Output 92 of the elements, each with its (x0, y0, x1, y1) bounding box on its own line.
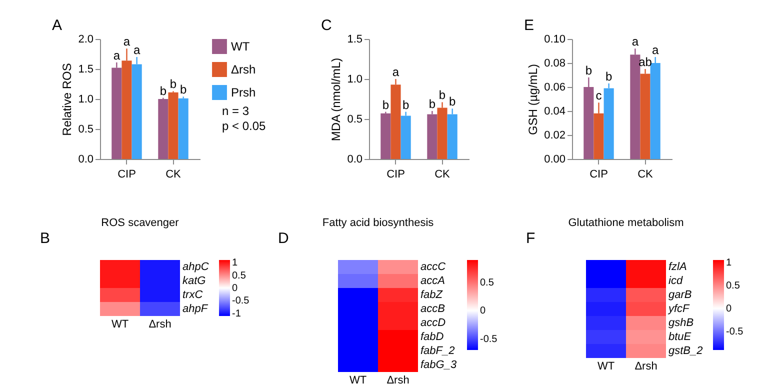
y-tick-label: fabD (420, 331, 444, 343)
y-tick-label: accB (420, 303, 445, 315)
bar (158, 99, 168, 159)
y-tick-label: 0.0 (347, 154, 362, 166)
y-tick-label: 1.0 (78, 94, 94, 106)
data-label: b (180, 82, 187, 97)
color-bar-label: 0 (480, 306, 486, 317)
text: p < 0.05 (222, 119, 266, 133)
y-tick-label: accC (420, 261, 446, 273)
data-label: a (113, 48, 120, 62)
y-tick-label: ahpC (182, 261, 209, 273)
data-label: c (596, 88, 602, 103)
y-tick-label: btuE (668, 331, 692, 343)
color-bar-label: 0.5 (726, 280, 740, 292)
bar (427, 114, 438, 159)
y-tick-label: 0.0 (78, 154, 94, 166)
x-tick-label: CK (638, 168, 654, 180)
y-tick-label: 0.06 (544, 82, 566, 94)
legend-label: Δrsh (231, 62, 256, 76)
y-tick-label: katG (182, 275, 206, 287)
chart-title: Glutathione metabolism (568, 217, 684, 229)
text: E (524, 17, 534, 34)
data-label: b (448, 94, 456, 109)
x-tick-label: CIP (386, 168, 405, 180)
y-tick-label: fabF_2 (420, 345, 455, 357)
y-tick-label: fabZ (420, 289, 444, 301)
y-tick-label: fzlA (668, 261, 687, 273)
text: n = 3 (222, 104, 250, 118)
y-tick-label: garB (668, 289, 692, 301)
x-tick-label: CK (166, 168, 182, 180)
legend-label: Prsh (231, 86, 256, 100)
color-bar-label: -0.5 (480, 334, 498, 345)
y-tick-label: 0.10 (544, 34, 566, 46)
color-bar-label: 1 (232, 258, 238, 269)
y-tick-label: accD (420, 317, 446, 329)
bar (168, 92, 178, 159)
y-tick-label: accA (420, 275, 445, 287)
chart-title: Fatty acid biosynthesis (322, 217, 434, 229)
bar (178, 98, 188, 159)
y-tick-label: gshB (668, 317, 694, 329)
data-label: b (585, 63, 592, 78)
text: C (321, 17, 332, 34)
color-bar-label: 0.5 (480, 278, 494, 288)
legend-label: WT (231, 40, 250, 54)
y-tick-label: gstB_2 (668, 345, 703, 357)
y-axis-title: GSH (µg/mL) (526, 64, 540, 135)
y-tick-label: 1.5 (78, 64, 94, 76)
text: D (278, 230, 289, 247)
y-axis-title: MDA (nmol/mL) (329, 58, 344, 142)
y-tick-label: 0.5 (78, 124, 94, 136)
y-tick-label: 0.04 (544, 106, 566, 118)
data-label: b (402, 98, 410, 112)
color-bar-label: -0.5 (232, 296, 250, 307)
data-label: b (160, 84, 167, 98)
y-tick-label: 1.0 (347, 74, 362, 86)
data-label: b (605, 69, 612, 84)
y-tick-label: yfcF (668, 303, 691, 315)
color-bar-label: 0.5 (232, 270, 246, 282)
data-label: a (632, 34, 639, 49)
data-label: b (382, 98, 390, 112)
y-tick-label: trxC (182, 289, 203, 301)
y-axis-title: Relative ROS (60, 63, 74, 136)
x-tick-label: CIP (590, 168, 608, 180)
chart-title: ROS scavenger (101, 217, 180, 229)
y-tick-label: ahpF (182, 303, 209, 315)
text: A (52, 17, 62, 34)
color-bar-label: 0 (726, 303, 732, 314)
y-tick-label: 0.00 (544, 154, 566, 166)
x-tick-label: CIP (118, 168, 136, 180)
y-tick-label: 2.0 (78, 34, 94, 46)
color-bar-label: 1 (726, 257, 732, 268)
data-label: b (170, 77, 177, 92)
y-tick-label: 1.5 (347, 34, 362, 46)
y-tick-label: fabG_3 (420, 359, 458, 371)
bar (400, 116, 411, 159)
x-tick-label: CK (434, 168, 451, 180)
data-label: a (123, 34, 130, 49)
y-tick-label: icd (668, 275, 684, 287)
color-bar-label: 0 (232, 283, 238, 294)
text: B (40, 230, 50, 247)
y-tick-label: 0.08 (544, 58, 566, 70)
color-bar-label: -0.5 (726, 326, 744, 338)
data-label: a (133, 43, 140, 57)
y-tick-label: 0.5 (347, 114, 362, 126)
y-tick-label: 0.02 (544, 130, 566, 142)
data-label: b (428, 97, 436, 111)
color-bar-label: -1 (232, 308, 242, 320)
data-label: a (652, 43, 659, 57)
text: F (526, 230, 536, 247)
data-label: b (438, 88, 446, 102)
bar (380, 113, 391, 159)
data-label: a (392, 65, 400, 79)
